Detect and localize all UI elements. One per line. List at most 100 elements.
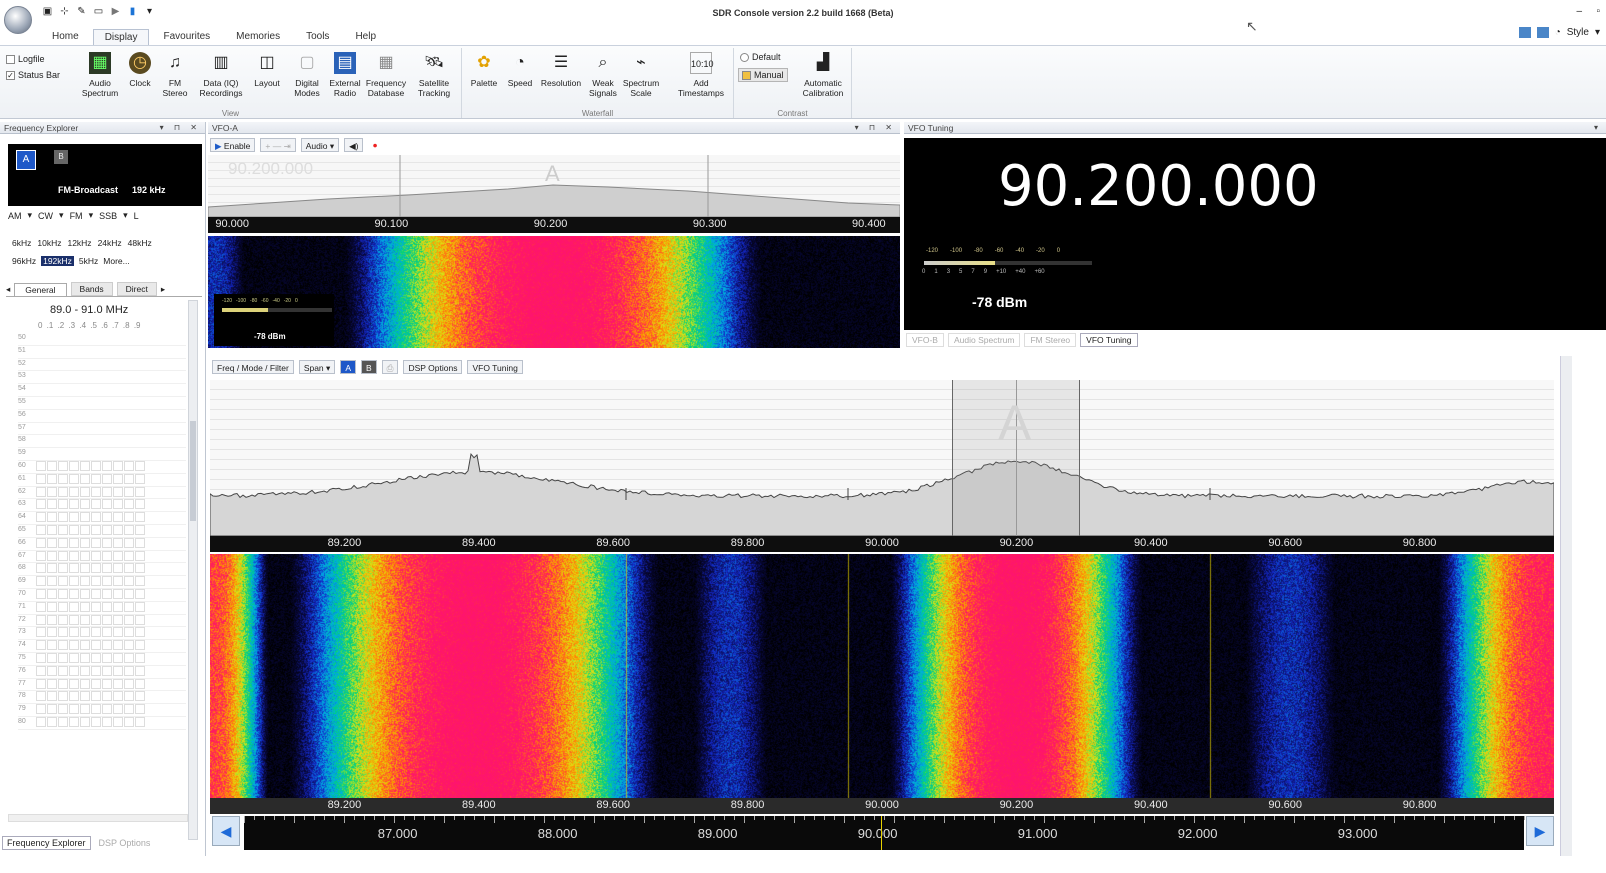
frequency-grid[interactable]: 50 51 52 53 54 55 56 57 58 59 60 61 62 63 64 65 66 67 68 69… bbox=[18, 333, 186, 737]
row-cells[interactable] bbox=[36, 461, 146, 473]
mode-am[interactable]: AM bbox=[8, 211, 22, 221]
subtab-direct[interactable]: Direct bbox=[117, 282, 157, 296]
grid-cell[interactable] bbox=[80, 474, 90, 484]
grid-cell[interactable] bbox=[135, 691, 145, 701]
tab-fm-stereo[interactable]: FM Stereo bbox=[1024, 333, 1076, 347]
grid-cell[interactable] bbox=[36, 576, 46, 586]
grid-cell[interactable] bbox=[113, 487, 123, 497]
bw-more[interactable]: More... bbox=[103, 256, 129, 266]
grid-cell[interactable] bbox=[69, 640, 79, 650]
grid-cell[interactable] bbox=[124, 679, 134, 689]
grid-cell[interactable] bbox=[36, 602, 46, 612]
grid-cell[interactable] bbox=[69, 474, 79, 484]
row-cells[interactable] bbox=[36, 487, 146, 499]
grid-cell[interactable] bbox=[102, 704, 112, 714]
grid-cell[interactable] bbox=[80, 640, 90, 650]
data-iq-recordings-button[interactable]: ▥ Data (IQ) Recordings bbox=[196, 50, 246, 98]
grid-cell[interactable] bbox=[102, 461, 112, 471]
grid-cell[interactable] bbox=[102, 563, 112, 573]
grid-cell[interactable] bbox=[91, 679, 101, 689]
subtab-bands[interactable]: Bands bbox=[71, 282, 113, 296]
grid-cell[interactable] bbox=[36, 538, 46, 548]
grid-cell[interactable] bbox=[36, 499, 46, 509]
grid-cell[interactable] bbox=[113, 474, 123, 484]
grid-cell[interactable] bbox=[47, 525, 57, 535]
grid-cell[interactable] bbox=[69, 704, 79, 714]
fm-stereo-button[interactable]: ♫ FM Stereo bbox=[158, 50, 192, 98]
span-dropdown[interactable]: Span ▾ bbox=[299, 360, 336, 374]
mode-fm[interactable]: FM bbox=[70, 211, 83, 221]
tab-tools[interactable]: Tools bbox=[294, 28, 341, 45]
grid-cell[interactable] bbox=[135, 666, 145, 676]
sliders-icon[interactable]: ⊹ bbox=[59, 6, 70, 17]
mode-l[interactable]: L bbox=[134, 211, 139, 221]
minimize-icon[interactable]: – bbox=[1576, 6, 1582, 17]
add-timestamps-button[interactable]: 10:10 Add Timestamps bbox=[674, 50, 728, 98]
grid-cell[interactable] bbox=[124, 640, 134, 650]
external-radio-button[interactable]: ▤ External Radio bbox=[326, 50, 364, 98]
grid-cell[interactable] bbox=[80, 563, 90, 573]
grid-cell[interactable] bbox=[80, 615, 90, 625]
mode-cw[interactable]: CW bbox=[38, 211, 53, 221]
row-cells[interactable] bbox=[36, 538, 146, 550]
audio-spectrum-button[interactable]: ▦ Audio Spectrum bbox=[78, 50, 122, 98]
grid-cell[interactable] bbox=[91, 461, 101, 471]
bottom-tab-dsp-options[interactable]: DSP Options bbox=[95, 837, 155, 849]
grid-cell[interactable] bbox=[36, 704, 46, 714]
grid-cell[interactable] bbox=[36, 653, 46, 663]
grid-cell[interactable] bbox=[102, 717, 112, 727]
mode-am-chevron-icon[interactable]: ▾ bbox=[28, 210, 33, 221]
grid-cell[interactable] bbox=[69, 461, 79, 471]
grid-cell[interactable] bbox=[113, 679, 123, 689]
grid-cell[interactable] bbox=[47, 602, 57, 612]
grid-cell[interactable] bbox=[36, 615, 46, 625]
frequency-grid-row[interactable]: 51 bbox=[18, 346, 186, 359]
tab-vfo-tuning[interactable]: VFO Tuning bbox=[1080, 333, 1137, 347]
row-cells[interactable] bbox=[36, 499, 146, 511]
grid-cell[interactable] bbox=[102, 602, 112, 612]
bw-24khz[interactable]: 24kHz bbox=[98, 238, 122, 248]
restore-icon[interactable]: ▫ bbox=[1596, 6, 1600, 17]
play-icon[interactable]: ▶ bbox=[110, 6, 121, 17]
grid-cell[interactable] bbox=[47, 563, 57, 573]
frequency-grid-row[interactable]: 71 bbox=[18, 602, 186, 615]
grid-cell[interactable] bbox=[135, 589, 145, 599]
grid-cell[interactable] bbox=[102, 666, 112, 676]
grid-cell[interactable] bbox=[58, 627, 68, 637]
layout1-icon[interactable] bbox=[1519, 27, 1531, 38]
vfo-a-badge-icon[interactable]: A bbox=[16, 150, 36, 170]
grid-cell[interactable] bbox=[124, 487, 134, 497]
grid-cell[interactable] bbox=[58, 653, 68, 663]
grid-cell[interactable] bbox=[124, 704, 134, 714]
row-cells[interactable] bbox=[36, 563, 146, 575]
subtab-general[interactable]: General bbox=[14, 283, 66, 296]
grid-cell[interactable] bbox=[69, 499, 79, 509]
palette-button[interactable]: ✿ Palette bbox=[466, 50, 502, 88]
vfo-tuning-display[interactable]: 90.200.000 -120 -100 -80 -60 -40 -20 0 0 1 3 5 7 9 +… bbox=[904, 138, 1606, 330]
frequency-grid-row[interactable]: 73 bbox=[18, 627, 186, 640]
grid-cell[interactable] bbox=[36, 691, 46, 701]
grid-cell[interactable] bbox=[91, 474, 101, 484]
grid-cell[interactable] bbox=[91, 576, 101, 586]
tab-favourites[interactable]: Favourites bbox=[151, 28, 222, 45]
vfo-tuning-controls-icon[interactable]: ▾ bbox=[1594, 122, 1602, 134]
mode-fm-chevron-icon[interactable]: ▾ bbox=[89, 210, 94, 221]
grid-cell[interactable] bbox=[113, 691, 123, 701]
panel-controls-icon[interactable]: ▾ ⊓ ✕ bbox=[160, 122, 201, 134]
grid-cell[interactable] bbox=[80, 487, 90, 497]
grid-cell[interactable] bbox=[124, 551, 134, 561]
frequency-grid-row[interactable]: 58 bbox=[18, 435, 186, 448]
frequency-grid-row[interactable]: 53 bbox=[18, 371, 186, 384]
grid-cell[interactable] bbox=[36, 551, 46, 561]
grid-cell[interactable] bbox=[102, 627, 112, 637]
grid-cell[interactable] bbox=[91, 640, 101, 650]
grid-cell[interactable] bbox=[69, 512, 79, 522]
grid-cell[interactable] bbox=[47, 487, 57, 497]
speed-button[interactable]: ◔ Speed bbox=[502, 50, 538, 88]
explorer-hscrollbar[interactable] bbox=[8, 814, 188, 822]
row-cells[interactable] bbox=[36, 679, 146, 691]
bw-192khz[interactable]: 192kHz bbox=[41, 256, 74, 266]
frequency-grid-row[interactable]: 62 bbox=[18, 487, 186, 500]
grid-cell[interactable] bbox=[36, 666, 46, 676]
vfo-a-spectrum[interactable]: 90.200.000 A bbox=[208, 155, 900, 217]
